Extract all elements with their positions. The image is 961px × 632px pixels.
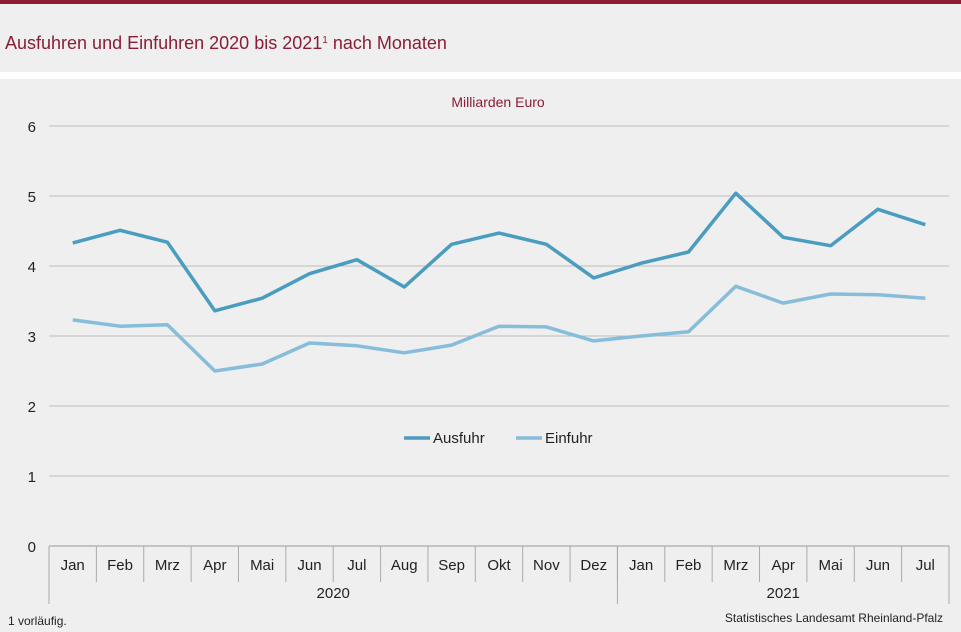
y-axis-unit-label: Milliarden Euro — [451, 94, 545, 110]
x-tick-label: Jun — [866, 557, 890, 574]
chart-panel — [0, 79, 961, 632]
x-tick-label: Dez — [580, 557, 607, 574]
title-text: Ausfuhren und Einfuhren 2020 bis 2021 — [5, 33, 323, 53]
x-tick-label: Mai — [250, 557, 274, 574]
title-footnote-mark: 1 — [322, 35, 328, 46]
x-tick-label: Nov — [533, 557, 560, 574]
legend-label: Einfuhr — [545, 430, 593, 447]
series-line-einfuhr — [72, 284, 926, 373]
x-tick-label: Mai — [818, 557, 842, 574]
x-tick-label: Jan — [61, 557, 85, 574]
footnote: 1 vorläufig. — [8, 614, 67, 628]
source-label: Statistisches Landesamt Rheinland-Pfalz — [724, 611, 943, 625]
x-tick-label: Jun — [297, 557, 321, 574]
x-tick-label: Mrz — [155, 557, 180, 574]
year-label: 2021 — [767, 585, 800, 602]
y-tick-label: 6 — [28, 119, 36, 136]
header: Ausfuhren und Einfuhren 2020 bis 20211 n… — [0, 4, 961, 72]
y-tick-label: 4 — [28, 259, 36, 276]
legend-label: Ausfuhr — [433, 430, 485, 447]
x-tick-label: Jan — [629, 557, 653, 574]
series-line-ausfuhr — [72, 191, 926, 313]
top-accent-bar — [0, 0, 961, 4]
x-tick-label: Apr — [772, 557, 795, 574]
x-tick-label: Feb — [676, 557, 702, 574]
x-tick-label: Sep — [438, 557, 465, 574]
x-tick-label: Jul — [347, 557, 366, 574]
y-tick-label: 3 — [28, 329, 36, 346]
x-tick-label: Feb — [107, 557, 133, 574]
title-suffix: nach Monaten — [327, 33, 447, 53]
y-tick-label: 1 — [28, 469, 36, 486]
y-tick-label: 5 — [28, 189, 36, 206]
x-tick-label: Apr — [203, 557, 226, 574]
year-label: 2020 — [317, 585, 350, 602]
x-tick-label: Jul — [916, 557, 935, 574]
chart-title: Ausfuhren und Einfuhren 2020 bis 20211 n… — [5, 33, 447, 54]
y-tick-label: 2 — [28, 399, 36, 416]
x-tick-label: Aug — [391, 557, 418, 574]
y-tick-label: 0 — [28, 539, 36, 556]
x-tick-label: Mrz — [723, 557, 748, 574]
x-tick-label: Okt — [487, 557, 511, 574]
